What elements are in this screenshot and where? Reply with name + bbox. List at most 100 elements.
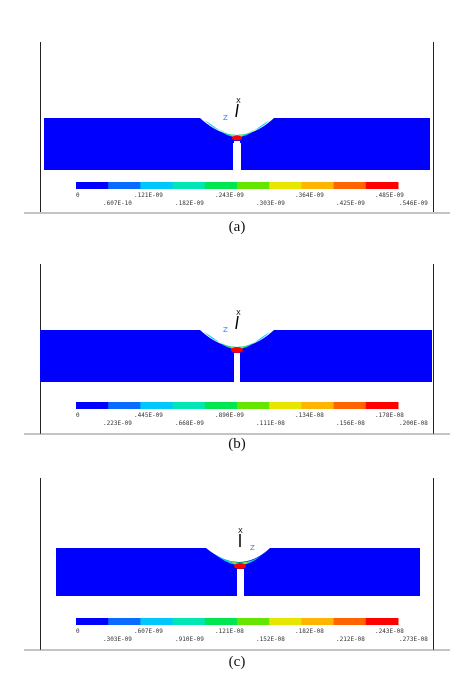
colorbar-swatches: [76, 182, 399, 189]
colorbar-swatch: [204, 618, 238, 625]
figure-caption-b: (b): [228, 436, 246, 452]
colorbar-swatch: [172, 182, 206, 189]
tick-bottom-3: .152E-08: [256, 636, 285, 643]
axis-x-line: [235, 315, 239, 330]
tick-top-1: 0: [76, 412, 80, 419]
contour-mid-band: [214, 126, 260, 137]
colorbar-swatch: [76, 402, 109, 409]
tick-bottom-5: .546E-09: [399, 200, 428, 207]
specimen-body: [56, 548, 420, 596]
tick-top-4: .134E-08: [295, 412, 324, 419]
colorbar-ticks: 0 .607E-09 .121E-08 .182E-08 .243E-08 .3…: [76, 628, 428, 643]
colorbar-swatch: [269, 618, 302, 625]
axis-x-label: X: [238, 527, 243, 535]
colorbar-swatch: [237, 182, 270, 189]
colorbar-swatch: [140, 402, 174, 409]
colorbar-swatch: [333, 402, 367, 409]
frame-right-edge: [433, 478, 434, 650]
tick-bottom-2: .910E-09: [175, 636, 204, 643]
axis-z-label: Z: [250, 544, 255, 552]
tick-top-3: .243E-09: [215, 192, 244, 199]
colorbar-swatch: [333, 618, 367, 625]
colorbar-ticks: 0 .445E-09 .890E-09 .134E-08 .178E-08 .2…: [76, 412, 428, 427]
tick-top-1: 0: [76, 628, 80, 635]
colorbar-swatch: [140, 618, 174, 625]
tick-bottom-1: .607E-10: [103, 200, 132, 207]
contour-mid-band: [216, 554, 264, 565]
colorbar-swatch: [140, 182, 174, 189]
colorbar-swatch: [269, 402, 302, 409]
tick-top-5: .485E-09: [375, 192, 404, 199]
frame-left-edge: [40, 42, 41, 212]
axis-x-label: X: [236, 309, 241, 317]
colorbar-swatch: [172, 618, 206, 625]
colorbar-legend: [76, 182, 399, 189]
colorbar-swatches: [76, 618, 399, 625]
tick-bottom-3: .111E-08: [256, 420, 285, 427]
tick-top-3: .890E-09: [215, 412, 244, 419]
colorbar-swatch: [76, 618, 109, 625]
tick-bottom-1: .223E-09: [103, 420, 132, 427]
colorbar-swatch: [204, 182, 238, 189]
specimen-body: [40, 330, 432, 382]
colorbar-swatch: [172, 402, 206, 409]
tick-bottom-1: .303E-09: [103, 636, 132, 643]
tick-bottom-2: .182E-09: [175, 200, 204, 207]
tick-bottom-3: .303E-09: [256, 200, 285, 207]
tick-top-4: .182E-08: [295, 628, 324, 635]
tick-bottom-5: .273E-08: [399, 636, 428, 643]
axis-x-line: [235, 103, 239, 118]
colorbar-swatches: [76, 402, 399, 409]
colorbar-swatch: [108, 402, 141, 409]
tick-top-4: .364E-09: [295, 192, 324, 199]
axis-z-label: Z: [223, 114, 228, 122]
colorbar-swatch: [301, 182, 335, 189]
colorbar-swatch: [269, 182, 302, 189]
figure-caption-c: (c): [228, 654, 246, 670]
frame-left-edge: [40, 478, 41, 650]
tick-bottom-2: .668E-09: [175, 420, 204, 427]
tick-bottom-4: .156E-08: [336, 420, 365, 427]
contour-plot: X Z 0 .607E-09 .121E-08 .182E-08 .243E-0…: [24, 527, 450, 651]
colorbar-swatch: [204, 402, 238, 409]
colorbar-legend: [76, 618, 399, 625]
tick-top-2: .445E-09: [134, 412, 163, 419]
contour-peak: [232, 135, 242, 141]
tick-top-5: .243E-08: [375, 628, 404, 635]
contour-peak: [231, 347, 243, 353]
crack-gap: [237, 569, 244, 597]
figure-panel-b: X Z 0 .445E-09 .890E-09 .134E-08 .178E-0…: [0, 240, 474, 470]
frame-right-edge: [433, 42, 434, 212]
colorbar-swatch: [237, 618, 270, 625]
colorbar-swatch: [76, 182, 109, 189]
colorbar-swatch: [108, 618, 141, 625]
crack-gap: [234, 141, 240, 171]
colorbar-legend: [76, 402, 399, 409]
tick-bottom-5: .200E-08: [399, 420, 428, 427]
colorbar-swatch: [365, 402, 399, 409]
colorbar-swatch: [365, 618, 399, 625]
figure-panel-a: X Z 0 .121E-09 .243E-09 .364E-09 .485E-0…: [0, 0, 474, 240]
tick-top-5: .178E-08: [375, 412, 404, 419]
colorbar-swatch: [237, 402, 270, 409]
colorbar-swatch: [301, 402, 335, 409]
figure-caption-a: (a): [228, 219, 246, 235]
axis-x-label: X: [236, 97, 241, 105]
colorbar-swatch: [301, 618, 335, 625]
figure-panel-c: X Z 0 .607E-09 .121E-08 .182E-08 .243E-0…: [0, 470, 474, 680]
tick-bottom-4: .212E-08: [336, 636, 365, 643]
contour-plot: X Z 0 .445E-09 .890E-09 .134E-08 .178E-0…: [24, 309, 450, 435]
tick-top-2: .121E-09: [134, 192, 163, 199]
colorbar-swatch: [365, 182, 399, 189]
tick-bottom-4: .425E-09: [336, 200, 365, 207]
specimen-body: [44, 118, 430, 170]
colorbar-ticks: 0 .121E-09 .243E-09 .364E-09 .485E-09 .6…: [76, 192, 428, 207]
tick-top-1: 0: [76, 192, 80, 199]
crack-gap: [234, 353, 240, 383]
colorbar-swatch: [108, 182, 141, 189]
tick-top-2: .607E-09: [134, 628, 163, 635]
axis-z-label: Z: [223, 326, 228, 334]
frame-right-edge: [433, 264, 434, 434]
contour-peak: [234, 563, 246, 569]
tick-top-3: .121E-08: [215, 628, 244, 635]
